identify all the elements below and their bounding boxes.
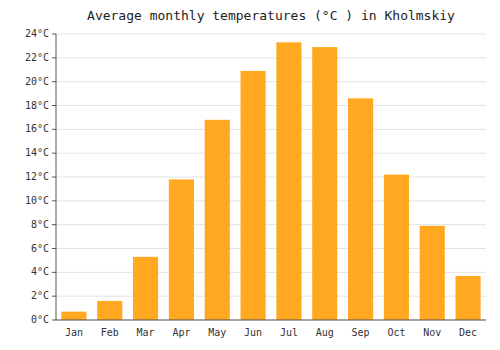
y-tick-label: 10°C xyxy=(25,195,49,206)
grid-line xyxy=(56,200,486,201)
chart-svg: 0°C 2°C 4°C 6°C 8°C 10°C 12°C 14°C 16°C 18°C 20°C 2… xyxy=(0,0,500,350)
x-tick-label: Sep xyxy=(352,327,370,338)
chart-title: Average monthly temperatures (°C ) in Kh… xyxy=(87,8,455,23)
y-tick-label: 22°C xyxy=(25,52,49,63)
bar xyxy=(384,175,409,320)
grid-line xyxy=(56,224,486,225)
y-tick-label: 6°C xyxy=(31,243,49,254)
bar xyxy=(169,179,194,320)
x-tick-label: Aug xyxy=(316,327,334,338)
y-ticks: 0°C 2°C 4°C 6°C 8°C 10°C 12°C 14°C 16°C 18°C 20°C 2… xyxy=(25,28,56,325)
x-axis-line xyxy=(56,320,486,321)
grid-line xyxy=(56,153,486,154)
x-tick-label: Nov xyxy=(423,327,441,338)
y-tick xyxy=(52,224,56,225)
y-tick-label: 0°C xyxy=(31,314,49,325)
y-tick xyxy=(52,272,56,273)
y-tick xyxy=(52,57,56,58)
y-axis-line xyxy=(56,34,57,320)
y-tick-label: 24°C xyxy=(25,28,49,39)
y-tick-label: 4°C xyxy=(31,266,49,277)
grid-line xyxy=(56,129,486,130)
chart-root: 0°C 2°C 4°C 6°C 8°C 10°C 12°C 14°C 16°C 18°C 20°C 2… xyxy=(0,0,500,350)
y-tick xyxy=(52,105,56,106)
x-tick-label: Jan xyxy=(65,327,83,338)
y-tick-label: 20°C xyxy=(25,76,49,87)
bar xyxy=(97,301,122,320)
grid-line xyxy=(56,105,486,106)
x-tick-label: Jul xyxy=(280,327,298,338)
bar xyxy=(456,276,481,320)
grid xyxy=(56,34,486,320)
x-tick-label: Mar xyxy=(137,327,155,338)
axes xyxy=(56,34,486,320)
grid-line xyxy=(56,57,486,58)
y-tick xyxy=(52,320,56,321)
y-tick-label: 16°C xyxy=(25,123,49,134)
bar xyxy=(348,98,373,320)
y-tick-label: 18°C xyxy=(25,100,49,111)
x-tick-label: May xyxy=(208,327,226,338)
y-tick xyxy=(52,296,56,297)
y-tick xyxy=(52,177,56,178)
y-tick xyxy=(52,129,56,130)
bar xyxy=(276,42,301,320)
y-tick-label: 14°C xyxy=(25,147,49,158)
x-tick-label: Dec xyxy=(459,327,477,338)
y-tick xyxy=(52,248,56,249)
y-tick xyxy=(52,200,56,201)
y-tick-label: 12°C xyxy=(25,171,49,182)
bar xyxy=(241,71,266,320)
x-tick-label: Feb xyxy=(101,327,119,338)
x-ticks: Jan Feb Mar Apr May Jun Jul Aug Sep Oct Nov Dec xyxy=(65,327,477,338)
bar xyxy=(133,257,158,320)
y-tick xyxy=(52,153,56,154)
grid-line xyxy=(56,320,486,321)
grid-line xyxy=(56,34,486,35)
bars xyxy=(61,42,480,320)
x-tick-label: Oct xyxy=(387,327,405,338)
x-tick-label: Apr xyxy=(172,327,190,338)
bar xyxy=(205,120,230,320)
bar xyxy=(312,47,337,320)
grid-line xyxy=(56,177,486,178)
y-tick-label: 8°C xyxy=(31,219,49,230)
bar xyxy=(420,226,445,320)
x-tick-label: Jun xyxy=(244,327,262,338)
y-tick xyxy=(52,81,56,82)
y-tick-label: 2°C xyxy=(31,290,49,301)
grid-line xyxy=(56,81,486,82)
bar xyxy=(61,312,86,320)
y-tick xyxy=(52,34,56,35)
